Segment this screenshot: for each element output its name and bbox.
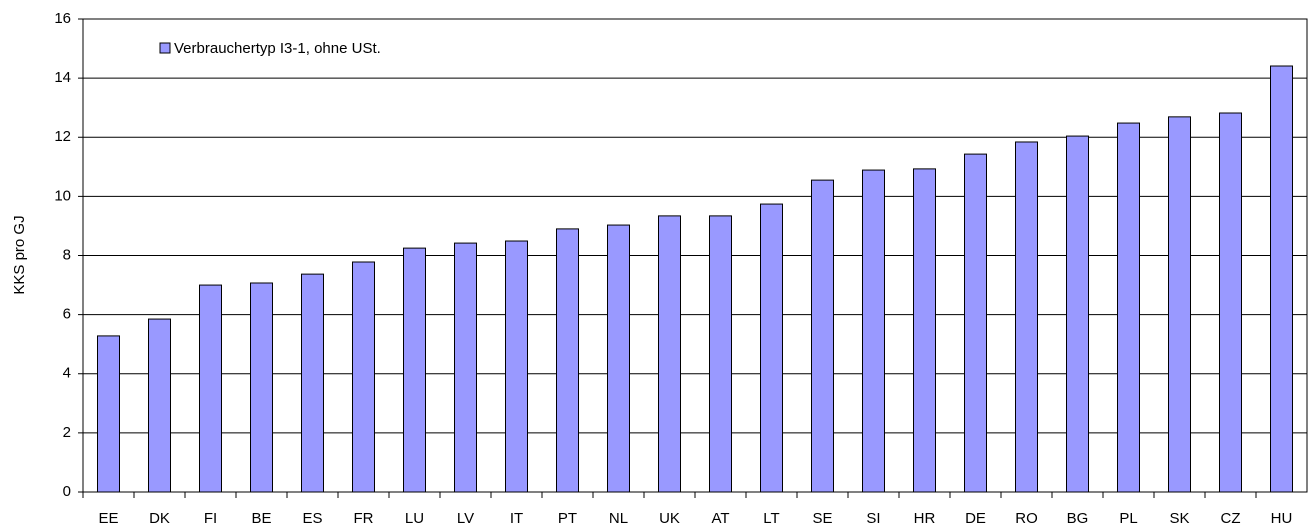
legend-swatch bbox=[159, 42, 171, 54]
bar bbox=[1219, 112, 1242, 493]
bar bbox=[1015, 141, 1038, 493]
bar bbox=[403, 247, 426, 493]
x-tick-label: LT bbox=[763, 510, 779, 526]
y-tick-label: 2 bbox=[63, 424, 71, 441]
x-tick-label: LU bbox=[405, 510, 424, 526]
y-axis-label: KKS pro GJ bbox=[11, 215, 28, 294]
bar bbox=[1117, 122, 1140, 493]
x-tick-label: IT bbox=[510, 510, 523, 526]
y-tick-label: 6 bbox=[63, 306, 71, 323]
x-tick-label: PT bbox=[558, 510, 577, 526]
x-tick-label: ES bbox=[302, 510, 322, 526]
x-tick-label: DK bbox=[149, 510, 170, 526]
x-tick-label: SI bbox=[866, 510, 880, 526]
bar bbox=[1270, 65, 1293, 493]
y-tick-label: 4 bbox=[63, 365, 71, 382]
bar bbox=[250, 282, 273, 493]
bar bbox=[454, 242, 477, 493]
x-tick-label: FR bbox=[354, 510, 374, 526]
y-tick-label: 14 bbox=[54, 69, 71, 86]
bar bbox=[658, 215, 681, 493]
x-tick-label: CZ bbox=[1221, 510, 1241, 526]
bar bbox=[709, 215, 732, 493]
bar bbox=[811, 179, 834, 493]
x-tick-label: SK bbox=[1169, 510, 1189, 526]
x-tick-label: AT bbox=[711, 510, 729, 526]
bar bbox=[760, 203, 783, 493]
bar bbox=[964, 153, 987, 493]
x-tick-label: RO bbox=[1015, 510, 1038, 526]
bar bbox=[913, 168, 936, 493]
x-tick-label: HR bbox=[914, 510, 936, 526]
legend-label: Verbrauchertyp I3-1, ohne USt. bbox=[174, 40, 381, 57]
x-tick-label: LV bbox=[457, 510, 474, 526]
y-tick-label: 8 bbox=[63, 246, 71, 263]
x-tick-label: PL bbox=[1119, 510, 1137, 526]
x-tick-label: DE bbox=[965, 510, 986, 526]
y-tick-label: 12 bbox=[54, 128, 71, 145]
bar bbox=[1066, 135, 1089, 493]
x-tick-label: HU bbox=[1271, 510, 1293, 526]
bar bbox=[556, 228, 579, 493]
y-tick-label: 10 bbox=[54, 187, 71, 204]
bar bbox=[199, 284, 222, 493]
y-tick-label: 16 bbox=[54, 10, 71, 27]
bar bbox=[301, 273, 324, 493]
x-tick-label: UK bbox=[659, 510, 680, 526]
x-tick-label: NL bbox=[609, 510, 628, 526]
bar bbox=[1168, 116, 1191, 493]
x-tick-label: SE bbox=[812, 510, 832, 526]
y-tick-label: 0 bbox=[63, 483, 71, 500]
bar bbox=[607, 224, 630, 493]
bar bbox=[97, 335, 120, 493]
x-tick-label: EE bbox=[98, 510, 118, 526]
bar bbox=[352, 261, 375, 493]
x-tick-label: BE bbox=[251, 510, 271, 526]
x-tick-label: FI bbox=[204, 510, 217, 526]
bar bbox=[862, 169, 885, 493]
bar bbox=[505, 240, 528, 493]
bar bbox=[148, 318, 171, 493]
x-tick-label: BG bbox=[1067, 510, 1089, 526]
